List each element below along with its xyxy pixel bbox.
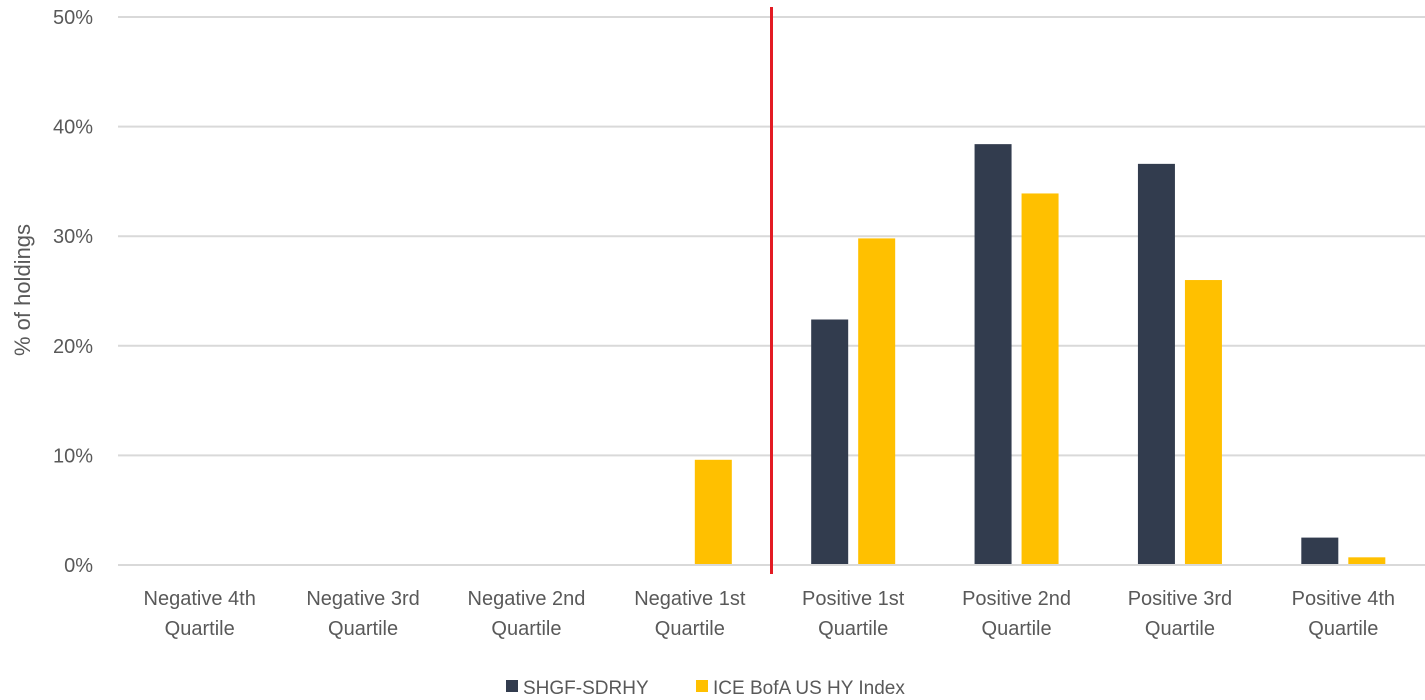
- x-tick-label: Negative 1st: [634, 588, 746, 610]
- y-tick-label: 30%: [53, 226, 93, 248]
- x-tick-label: Quartile: [655, 618, 725, 640]
- legend-swatch: [696, 680, 708, 692]
- legend: SHGF-SDRHY ICE BofA US HY Index: [506, 678, 905, 699]
- x-tick-label: Negative 3rd: [306, 588, 419, 610]
- y-axis-tick-labels: 0% 10% 20% 30% 40% 50%: [53, 7, 93, 577]
- x-tick-label: Positive 1st: [802, 588, 905, 610]
- x-tick-label: Quartile: [1308, 618, 1378, 640]
- x-tick-label: Quartile: [982, 618, 1052, 640]
- x-tick-label: Quartile: [328, 618, 398, 640]
- legend-label: SHGF-SDRHY: [523, 678, 649, 699]
- x-tick-label: Positive 3rd: [1128, 588, 1233, 610]
- y-tick-label: 0%: [64, 555, 93, 577]
- x-tick-label: Negative 4th: [144, 588, 256, 610]
- bar-series-2: [1348, 557, 1386, 565]
- x-tick-label: Quartile: [165, 618, 235, 640]
- x-tick-label: Positive 2nd: [962, 588, 1071, 610]
- x-tick-label: Positive 4th: [1292, 588, 1395, 610]
- bars: [694, 144, 1386, 566]
- bar-series-2: [858, 238, 896, 565]
- x-tick-label: Quartile: [1145, 618, 1215, 640]
- bar-series-1: [1137, 163, 1175, 565]
- x-tick-label: Quartile: [818, 618, 888, 640]
- legend-label: ICE BofA US HY Index: [713, 678, 905, 699]
- x-axis-category-labels: Negative 4th Quartile Negative 3rd Quartile…: [144, 588, 1395, 640]
- y-tick-label: 20%: [53, 336, 93, 358]
- x-tick-label: Negative 2nd: [468, 588, 586, 610]
- bar-series-1: [811, 319, 849, 565]
- y-tick-label: 40%: [53, 117, 93, 139]
- y-axis-title: % of holdings: [10, 224, 35, 356]
- bar-series-2: [1021, 193, 1059, 565]
- y-tick-label: 10%: [53, 445, 93, 467]
- bar-series-2: [694, 459, 732, 565]
- y-tick-label: 50%: [53, 7, 93, 29]
- x-tick-label: Quartile: [491, 618, 561, 640]
- bar-series-1: [1301, 537, 1339, 565]
- bar-series-1: [974, 144, 1012, 566]
- bar-series-2: [1184, 280, 1222, 565]
- legend-swatch: [506, 680, 518, 692]
